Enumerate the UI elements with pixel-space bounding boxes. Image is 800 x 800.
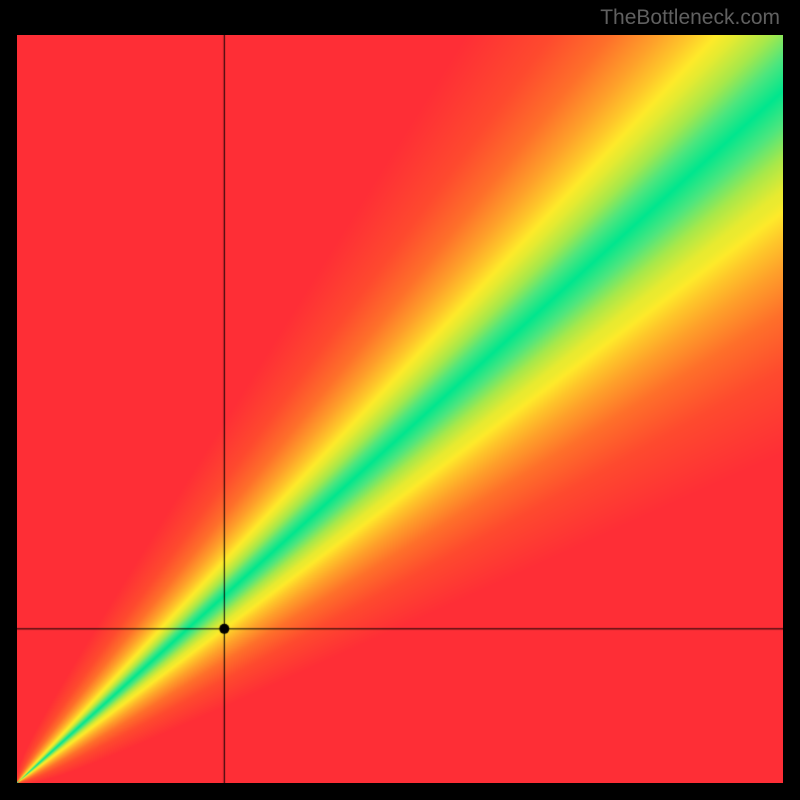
bottleneck-heatmap xyxy=(17,35,783,783)
plot-area xyxy=(17,35,783,783)
attribution-text: TheBottleneck.com xyxy=(600,6,780,30)
chart-container: TheBottleneck.com xyxy=(0,0,800,800)
